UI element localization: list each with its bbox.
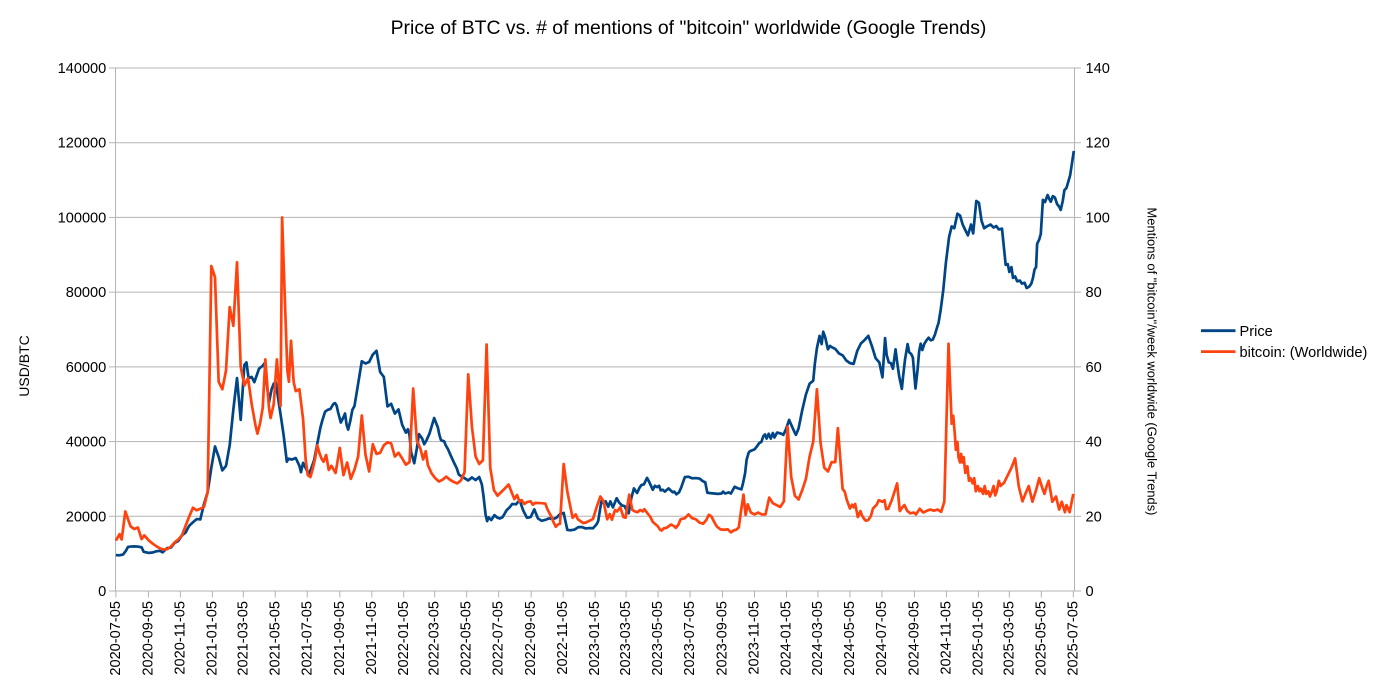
svg-text:100: 100 bbox=[1086, 210, 1110, 226]
svg-text:2024-01-05: 2024-01-05 bbox=[779, 601, 795, 676]
svg-text:40: 40 bbox=[1086, 435, 1102, 451]
svg-text:2025-07-05: 2025-07-05 bbox=[1065, 601, 1081, 676]
svg-text:2025-03-05: 2025-03-05 bbox=[1001, 601, 1017, 676]
svg-text:2022-09-05: 2022-09-05 bbox=[523, 601, 539, 676]
svg-text:Mentions of "bitcoin"/week wor: Mentions of "bitcoin"/week worldwide (Go… bbox=[1145, 208, 1160, 516]
svg-text:2022-07-05: 2022-07-05 bbox=[491, 601, 507, 676]
svg-text:2024-11-05: 2024-11-05 bbox=[938, 601, 954, 675]
svg-text:bitcoin: (Worldwide): bitcoin: (Worldwide) bbox=[1240, 345, 1368, 361]
svg-text:2022-11-05: 2022-11-05 bbox=[555, 601, 571, 675]
svg-text:0: 0 bbox=[1086, 584, 1094, 600]
svg-text:2020-11-05: 2020-11-05 bbox=[172, 601, 188, 675]
svg-text:2024-07-05: 2024-07-05 bbox=[874, 601, 890, 676]
svg-text:2024-03-05: 2024-03-05 bbox=[810, 601, 826, 676]
svg-text:120: 120 bbox=[1086, 136, 1110, 152]
svg-text:2023-03-05: 2023-03-05 bbox=[618, 601, 634, 676]
svg-text:40000: 40000 bbox=[66, 435, 107, 451]
svg-text:2020-09-05: 2020-09-05 bbox=[140, 601, 156, 676]
svg-text:2025-01-05: 2025-01-05 bbox=[970, 601, 986, 676]
svg-text:120000: 120000 bbox=[58, 136, 107, 152]
svg-text:20: 20 bbox=[1086, 509, 1102, 525]
svg-text:2023-11-05: 2023-11-05 bbox=[747, 601, 763, 675]
svg-text:80000: 80000 bbox=[66, 285, 107, 301]
svg-text:0: 0 bbox=[98, 584, 106, 600]
svg-text:2022-05-05: 2022-05-05 bbox=[459, 601, 475, 676]
svg-text:2023-09-05: 2023-09-05 bbox=[715, 601, 731, 676]
svg-text:140000: 140000 bbox=[58, 61, 107, 77]
svg-text:140: 140 bbox=[1086, 61, 1110, 77]
svg-text:2024-05-05: 2024-05-05 bbox=[842, 601, 858, 676]
svg-text:2023-05-05: 2023-05-05 bbox=[650, 601, 666, 676]
svg-text:2021-07-05: 2021-07-05 bbox=[299, 601, 315, 676]
svg-text:60: 60 bbox=[1086, 360, 1102, 376]
svg-text:2022-03-05: 2022-03-05 bbox=[427, 601, 443, 676]
svg-text:80: 80 bbox=[1086, 285, 1102, 301]
svg-text:2021-09-05: 2021-09-05 bbox=[332, 601, 348, 676]
svg-text:Price: Price bbox=[1240, 324, 1273, 340]
svg-text:2024-09-05: 2024-09-05 bbox=[906, 601, 922, 676]
svg-text:2021-11-05: 2021-11-05 bbox=[364, 601, 380, 675]
svg-text:2021-05-05: 2021-05-05 bbox=[267, 601, 283, 676]
svg-text:2020-07-05: 2020-07-05 bbox=[108, 601, 124, 676]
svg-text:60000: 60000 bbox=[66, 360, 107, 376]
svg-text:2025-05-05: 2025-05-05 bbox=[1033, 601, 1049, 676]
svg-text:Price of BTC vs. # of mentions: Price of BTC vs. # of mentions of "bitco… bbox=[391, 17, 987, 39]
svg-text:USD/BTC: USD/BTC bbox=[16, 335, 32, 396]
svg-text:2023-07-05: 2023-07-05 bbox=[682, 601, 698, 676]
svg-text:20000: 20000 bbox=[66, 509, 107, 525]
svg-text:2021-03-05: 2021-03-05 bbox=[235, 601, 251, 676]
svg-text:2023-01-05: 2023-01-05 bbox=[587, 601, 603, 676]
svg-text:2022-01-05: 2022-01-05 bbox=[396, 601, 412, 676]
svg-text:2021-01-05: 2021-01-05 bbox=[204, 601, 220, 676]
svg-text:100000: 100000 bbox=[58, 210, 107, 226]
